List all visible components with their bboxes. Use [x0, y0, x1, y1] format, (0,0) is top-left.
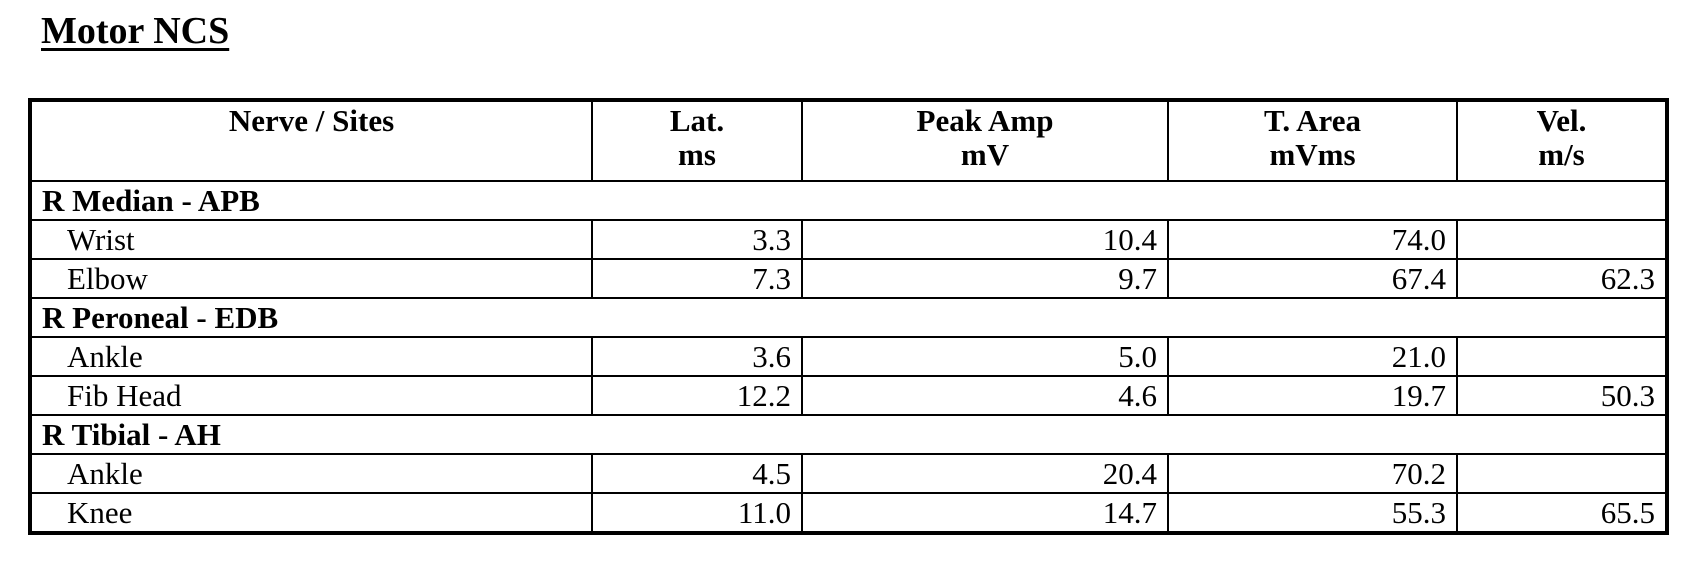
- site-cell: Ankle: [29, 336, 593, 377]
- group-name: R Tibial - AH: [29, 414, 1668, 455]
- table-row: Elbow 7.3 9.7 67.4 62.3: [29, 258, 1668, 299]
- area-cell: 70.2: [1167, 453, 1458, 494]
- header-total-area: T. Area mVms: [1167, 99, 1458, 182]
- group-name: R Median - APB: [29, 180, 1668, 221]
- table-row: Ankle 4.5 20.4 70.2: [29, 453, 1668, 494]
- area-cell: 55.3: [1167, 492, 1458, 534]
- area-cell: 19.7: [1167, 375, 1458, 416]
- area-cell: 67.4: [1167, 258, 1458, 299]
- header-nerve-sites-label: Nerve / Sites: [228, 103, 395, 138]
- header-velocity: Vel. m/s: [1456, 99, 1668, 182]
- site-cell: Knee: [29, 492, 593, 534]
- velocity-cell: [1456, 453, 1668, 494]
- peak-amp-cell: 9.7: [801, 258, 1169, 299]
- group-row: R Tibial - AH: [29, 414, 1668, 455]
- area-cell: 74.0: [1167, 219, 1458, 260]
- header-latency-unit: ms: [678, 137, 716, 172]
- group-name: R Peroneal - EDB: [29, 297, 1668, 338]
- area-cell: 21.0: [1167, 336, 1458, 377]
- header-peak-amp-unit: mV: [960, 137, 1010, 172]
- header-nerve-sites: Nerve / Sites: [29, 99, 593, 182]
- table-row: Wrist 3.3 10.4 74.0: [29, 219, 1668, 260]
- table-row: Knee 11.0 14.7 55.3 65.5: [29, 492, 1668, 534]
- table-row: Fib Head 12.2 4.6 19.7 50.3: [29, 375, 1668, 416]
- peak-amp-cell: 10.4: [801, 219, 1169, 260]
- header-peak-amp-label: Peak Amp: [916, 103, 1054, 138]
- site-cell: Ankle: [29, 453, 593, 494]
- table-row: Ankle 3.6 5.0 21.0: [29, 336, 1668, 377]
- header-latency: Lat. ms: [591, 99, 803, 182]
- motor-ncs-table: Nerve / Sites Lat. ms Peak Amp mV T. Area m…: [28, 98, 1669, 535]
- velocity-cell: 50.3: [1456, 375, 1668, 416]
- header-total-area-label: T. Area: [1263, 103, 1361, 138]
- header-velocity-unit: m/s: [1538, 137, 1585, 172]
- latency-cell: 11.0: [591, 492, 803, 534]
- group-row: R Peroneal - EDB: [29, 297, 1668, 338]
- latency-cell: 7.3: [591, 258, 803, 299]
- velocity-cell: [1456, 336, 1668, 377]
- latency-cell: 12.2: [591, 375, 803, 416]
- latency-cell: 3.3: [591, 219, 803, 260]
- peak-amp-cell: 4.6: [801, 375, 1169, 416]
- latency-cell: 3.6: [591, 336, 803, 377]
- table-header-row: Nerve / Sites Lat. ms Peak Amp mV T. Area m…: [29, 99, 1668, 182]
- header-total-area-unit: mVms: [1269, 137, 1356, 172]
- latency-cell: 4.5: [591, 453, 803, 494]
- peak-amp-cell: 20.4: [801, 453, 1169, 494]
- velocity-cell: 62.3: [1456, 258, 1668, 299]
- header-latency-label: Lat.: [669, 103, 725, 138]
- header-peak-amp: Peak Amp mV: [801, 99, 1169, 182]
- site-cell: Fib Head: [29, 375, 593, 416]
- header-velocity-label: Vel.: [1536, 103, 1587, 138]
- site-cell: Elbow: [29, 258, 593, 299]
- peak-amp-cell: 5.0: [801, 336, 1169, 377]
- velocity-cell: 65.5: [1456, 492, 1668, 534]
- page-title: Motor NCS: [41, 10, 230, 52]
- peak-amp-cell: 14.7: [801, 492, 1169, 534]
- group-row: R Median - APB: [29, 180, 1668, 221]
- velocity-cell: [1456, 219, 1668, 260]
- site-cell: Wrist: [29, 219, 593, 260]
